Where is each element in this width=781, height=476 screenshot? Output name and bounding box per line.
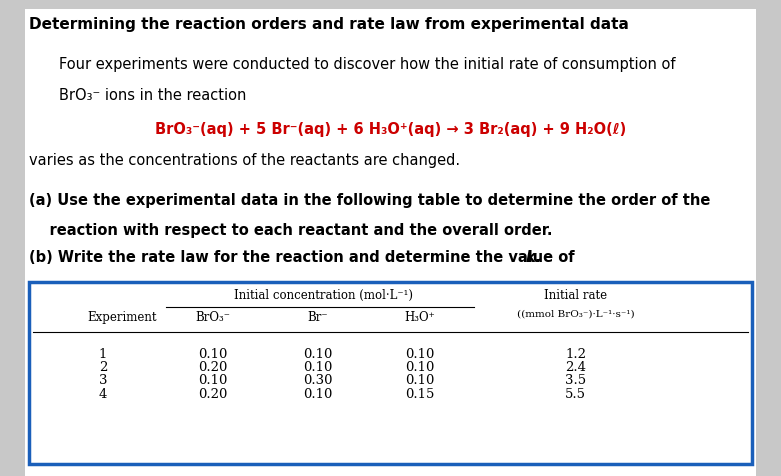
Text: 2.4: 2.4 (565, 360, 586, 373)
Text: Br⁻: Br⁻ (308, 310, 328, 323)
Text: Four experiments were conducted to discover how the initial rate of consumption : Four experiments were conducted to disco… (59, 57, 675, 72)
Text: 4: 4 (99, 387, 107, 400)
Text: reaction with respect to each reactant and the overall order.: reaction with respect to each reactant a… (29, 222, 552, 237)
Text: 1: 1 (99, 347, 107, 360)
Text: 0.10: 0.10 (405, 374, 434, 387)
Text: 3: 3 (99, 374, 107, 387)
Text: 0.10: 0.10 (303, 347, 333, 360)
Text: 3.5: 3.5 (565, 374, 587, 387)
Text: Initial rate: Initial rate (544, 288, 607, 301)
Text: 0.30: 0.30 (303, 374, 333, 387)
Text: 1.2: 1.2 (565, 347, 586, 360)
Text: BrO₃⁻: BrO₃⁻ (195, 310, 230, 323)
Text: 0.15: 0.15 (405, 387, 434, 400)
Text: 0.10: 0.10 (198, 374, 227, 387)
Text: 0.10: 0.10 (405, 347, 434, 360)
Text: (b) Write the rate law for the reaction and determine the value of: (b) Write the rate law for the reaction … (29, 250, 580, 265)
Text: 0.20: 0.20 (198, 387, 227, 400)
Text: k: k (526, 250, 535, 265)
Text: 0.10: 0.10 (405, 360, 434, 373)
Text: H₃O⁺: H₃O⁺ (404, 310, 435, 323)
Text: 0.10: 0.10 (303, 360, 333, 373)
Text: 5.5: 5.5 (565, 387, 586, 400)
Text: 0.10: 0.10 (198, 347, 227, 360)
Text: BrO₃⁻ ions in the reaction: BrO₃⁻ ions in the reaction (59, 88, 246, 103)
Text: varies as the concentrations of the reactants are changed.: varies as the concentrations of the reac… (29, 152, 460, 167)
Text: BrO₃⁻(aq) + 5 Br⁻(aq) + 6 H₃O⁺(aq) → 3 Br₂(aq) + 9 H₂O(ℓ): BrO₃⁻(aq) + 5 Br⁻(aq) + 6 H₃O⁺(aq) → 3 B… (155, 121, 626, 136)
Text: (a) Use the experimental data in the following table to determine the order of t: (a) Use the experimental data in the fol… (29, 193, 710, 208)
Text: 0.20: 0.20 (198, 360, 227, 373)
Text: 2: 2 (99, 360, 107, 373)
Text: 0.10: 0.10 (303, 387, 333, 400)
Bar (29, 282, 752, 464)
Text: Determining the reaction orders and rate law from experimental data: Determining the reaction orders and rate… (29, 17, 629, 31)
Text: .: . (535, 250, 540, 265)
Text: Initial concentration (mol·L⁻¹): Initial concentration (mol·L⁻¹) (234, 288, 413, 301)
Text: Experiment: Experiment (87, 310, 157, 323)
Text: ((mmol BrO₃⁻)·L⁻¹·s⁻¹): ((mmol BrO₃⁻)·L⁻¹·s⁻¹) (517, 308, 634, 317)
